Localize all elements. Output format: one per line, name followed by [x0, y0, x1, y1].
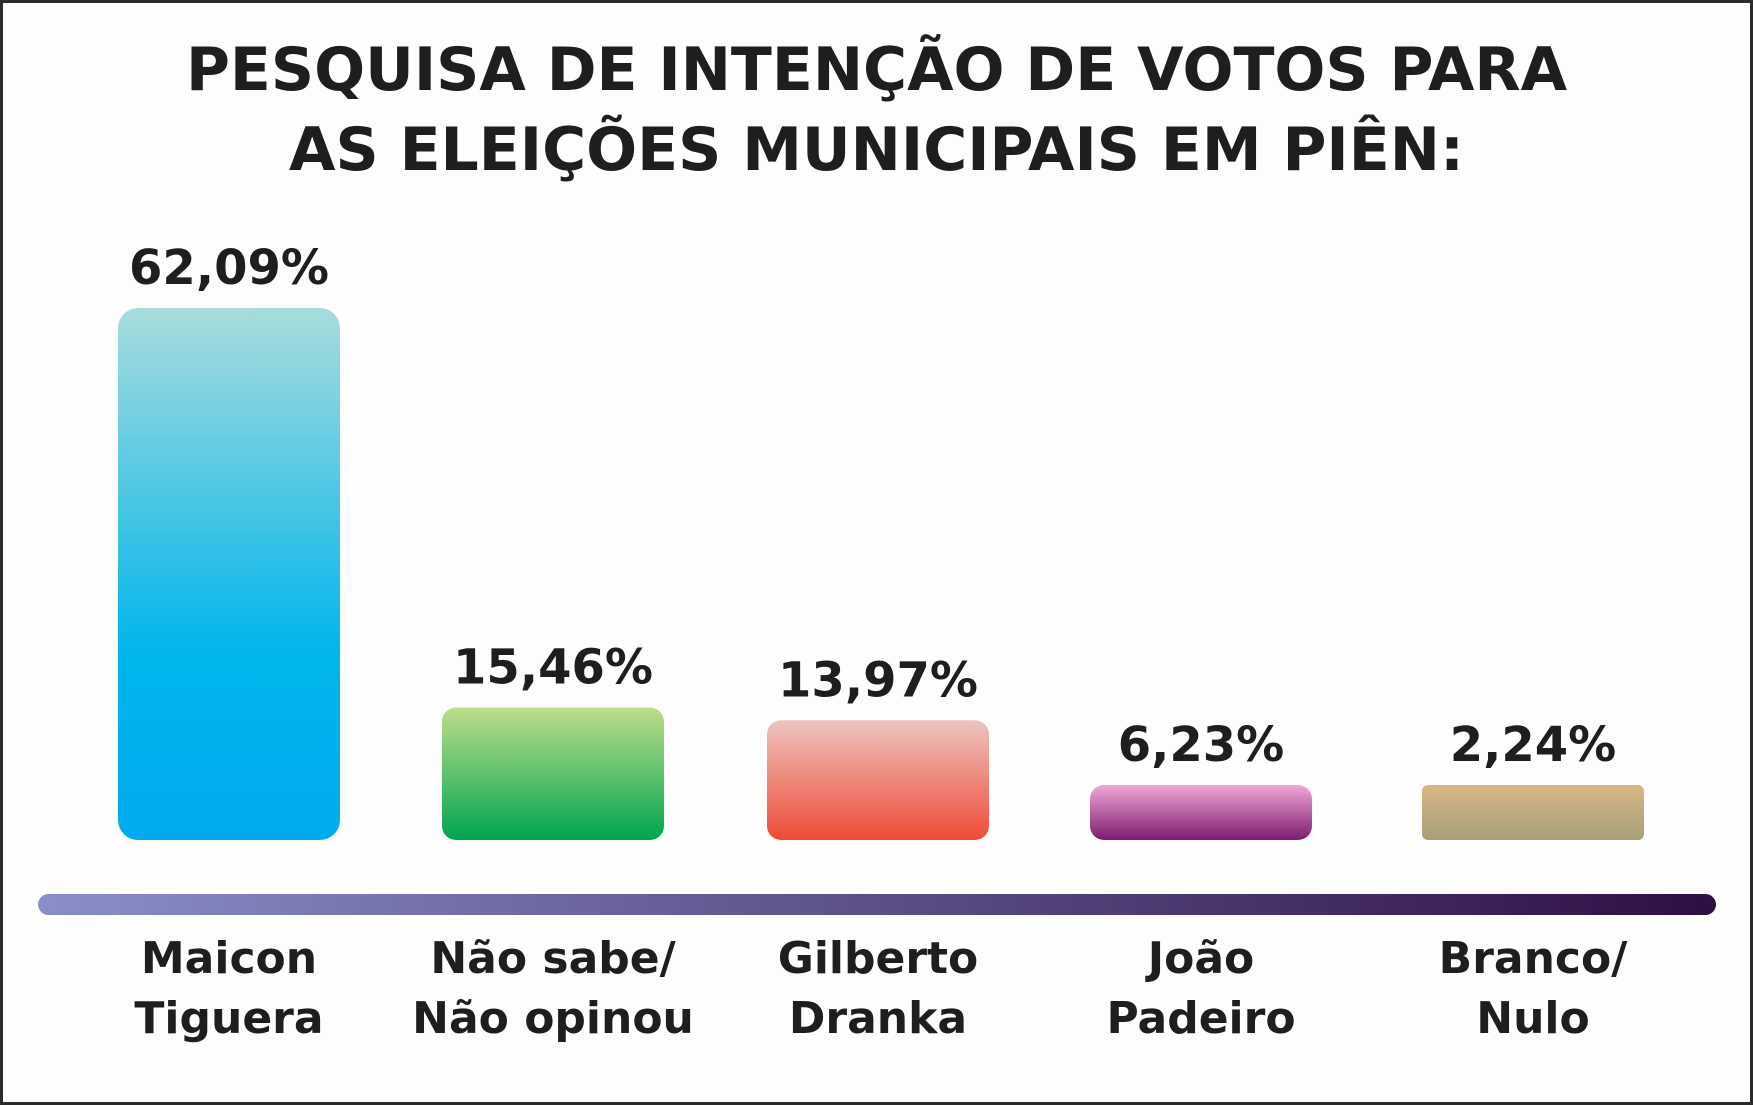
bar-4	[1422, 785, 1644, 840]
value-label-3: 6,23%	[1118, 717, 1285, 773]
bar-1	[442, 707, 664, 840]
category-label-3-line-0: João	[1145, 933, 1255, 984]
value-label-0: 62,09%	[129, 240, 329, 296]
x-axis-bar	[38, 894, 1716, 915]
category-label-1-line-1: Não opinou	[412, 993, 694, 1044]
category-label-3-line-1: Padeiro	[1106, 993, 1295, 1044]
category-label-4-line-1: Nulo	[1476, 993, 1589, 1044]
chart-title-line-2: AS ELEIÇÕES MUNICIPAIS EM PIÊN:	[289, 115, 1464, 185]
category-label-1-line-0: Não sabe/	[430, 933, 676, 984]
bar-0	[118, 308, 340, 840]
category-label-2-line-0: Gilberto	[778, 933, 979, 984]
chart-title: PESQUISA DE INTENÇÃO DE VOTOS PARA AS EL…	[0, 30, 1753, 190]
chart-title-line-1: PESQUISA DE INTENÇÃO DE VOTOS PARA	[185, 35, 1568, 105]
value-label-1: 15,46%	[453, 640, 653, 696]
value-label-2: 13,97%	[778, 652, 978, 708]
category-label-4-line-0: Branco/	[1439, 933, 1629, 984]
bar-3	[1090, 785, 1312, 840]
category-label-0-line-0: Maicon	[141, 933, 317, 984]
category-label-2-line-1: Dranka	[789, 993, 967, 1044]
bar-2	[767, 720, 989, 840]
value-label-4: 2,24%	[1450, 717, 1617, 773]
category-label-0-line-1: Tiguera	[134, 993, 323, 1044]
